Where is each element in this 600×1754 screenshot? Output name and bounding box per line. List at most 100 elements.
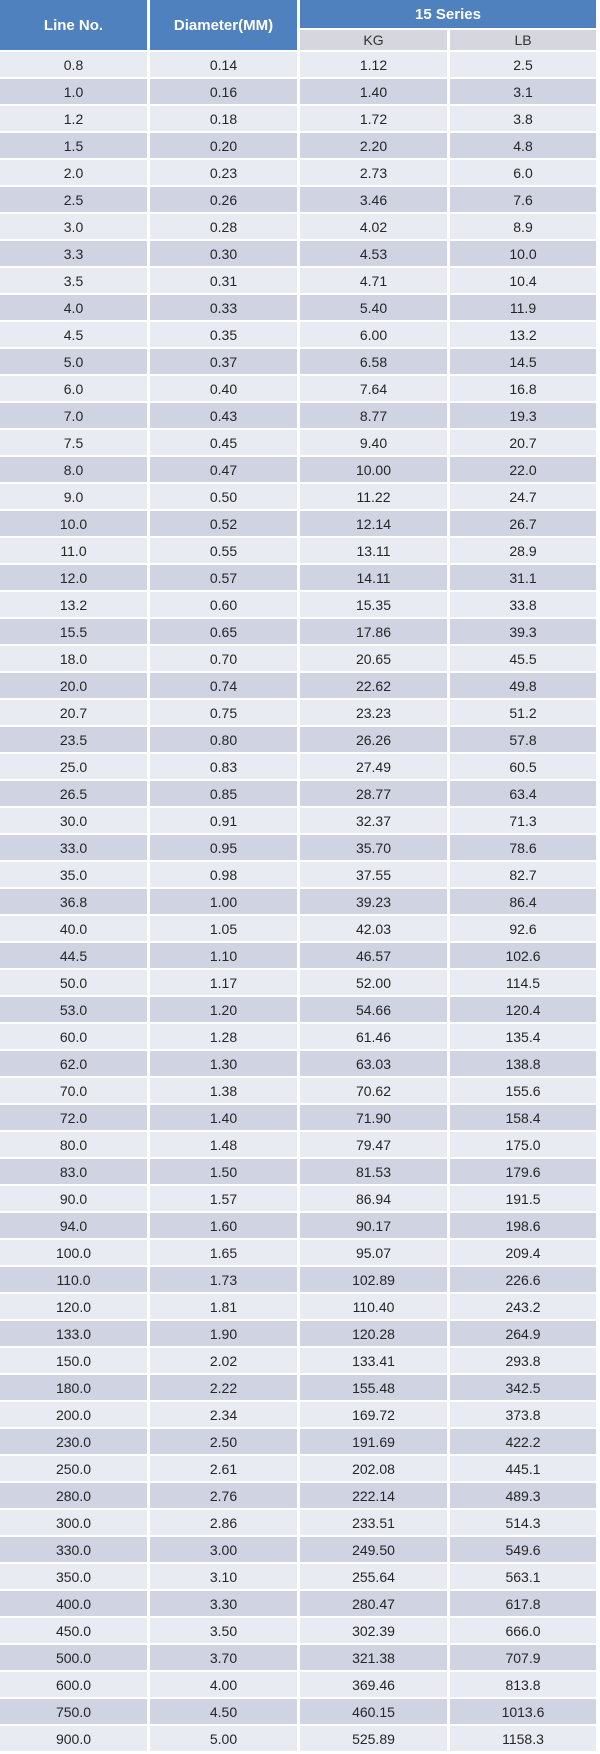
cell-line-no: 26.5 — [0, 781, 147, 806]
table-row: 100.0 1.65 95.07 209.4 — [0, 1240, 596, 1265]
table-row: 83.0 1.50 81.53 179.6 — [0, 1159, 596, 1184]
table-row: 44.5 1.10 46.57 102.6 — [0, 943, 596, 968]
cell-lb: 39.3 — [450, 619, 596, 644]
cell-kg: 63.03 — [300, 1051, 447, 1076]
cell-kg: 32.37 — [300, 808, 447, 833]
cell-line-no: 36.8 — [0, 889, 147, 914]
cell-lb: 707.9 — [450, 1645, 596, 1670]
cell-line-no: 330.0 — [0, 1537, 147, 1562]
cell-diameter: 1.60 — [150, 1213, 297, 1238]
table-row: 13.2 0.60 15.35 33.8 — [0, 592, 596, 617]
table-row: 0.8 0.14 1.12 2.5 — [0, 52, 596, 77]
cell-line-no: 44.5 — [0, 943, 147, 968]
cell-diameter: 0.75 — [150, 700, 297, 725]
cell-line-no: 62.0 — [0, 1051, 147, 1076]
cell-line-no: 18.0 — [0, 646, 147, 671]
table-row: 500.0 3.70 321.38 707.9 — [0, 1645, 596, 1670]
cell-lb: 198.6 — [450, 1213, 596, 1238]
header-diameter: Diameter(MM) — [150, 0, 297, 50]
cell-line-no: 230.0 — [0, 1429, 147, 1454]
table-row: 70.0 1.38 70.62 155.6 — [0, 1078, 596, 1103]
table-row: 90.0 1.57 86.94 191.5 — [0, 1186, 596, 1211]
table-row: 72.0 1.40 71.90 158.4 — [0, 1105, 596, 1130]
cell-line-no: 400.0 — [0, 1591, 147, 1616]
cell-lb: 86.4 — [450, 889, 596, 914]
cell-line-no: 20.7 — [0, 700, 147, 725]
cell-kg: 102.89 — [300, 1267, 447, 1292]
cell-kg: 61.46 — [300, 1024, 447, 1049]
table-row: 94.0 1.60 90.17 198.6 — [0, 1213, 596, 1238]
cell-kg: 17.86 — [300, 619, 447, 644]
cell-kg: 4.71 — [300, 268, 447, 293]
cell-line-no: 900.0 — [0, 1726, 147, 1751]
cell-diameter: 5.00 — [150, 1726, 297, 1751]
cell-kg: 35.70 — [300, 835, 447, 860]
cell-diameter: 1.50 — [150, 1159, 297, 1184]
cell-line-no: 72.0 — [0, 1105, 147, 1130]
cell-diameter: 0.80 — [150, 727, 297, 752]
cell-lb: 226.6 — [450, 1267, 596, 1292]
header-15-series: 15 Series — [300, 0, 596, 28]
table-row: 330.0 3.00 249.50 549.6 — [0, 1537, 596, 1562]
cell-lb: 563.1 — [450, 1564, 596, 1589]
table-row: 8.0 0.47 10.00 22.0 — [0, 457, 596, 482]
cell-line-no: 133.0 — [0, 1321, 147, 1346]
cell-diameter: 1.05 — [150, 916, 297, 941]
table-row: 6.0 0.40 7.64 16.8 — [0, 376, 596, 401]
cell-lb: 489.3 — [450, 1483, 596, 1508]
cell-line-no: 94.0 — [0, 1213, 147, 1238]
cell-diameter: 0.18 — [150, 106, 297, 131]
cell-kg: 28.77 — [300, 781, 447, 806]
cell-kg: 79.47 — [300, 1132, 447, 1157]
table-row: 200.0 2.34 169.72 373.8 — [0, 1402, 596, 1427]
cell-kg: 110.40 — [300, 1294, 447, 1319]
table-row: 450.0 3.50 302.39 666.0 — [0, 1618, 596, 1643]
cell-lb: 514.3 — [450, 1510, 596, 1535]
cell-line-no: 25.0 — [0, 754, 147, 779]
table-header: Line No. Diameter(MM) 15 Series KG LB — [0, 0, 596, 50]
cell-diameter: 2.50 — [150, 1429, 297, 1454]
table-row: 1.5 0.20 2.20 4.8 — [0, 133, 596, 158]
cell-lb: 8.9 — [450, 214, 596, 239]
cell-lb: 155.6 — [450, 1078, 596, 1103]
cell-lb: 209.4 — [450, 1240, 596, 1265]
cell-line-no: 80.0 — [0, 1132, 147, 1157]
cell-diameter: 3.10 — [150, 1564, 297, 1589]
cell-diameter: 0.55 — [150, 538, 297, 563]
cell-line-no: 4.5 — [0, 322, 147, 347]
cell-diameter: 1.38 — [150, 1078, 297, 1103]
cell-lb: 2.5 — [450, 52, 596, 77]
cell-diameter: 1.81 — [150, 1294, 297, 1319]
cell-kg: 23.23 — [300, 700, 447, 725]
cell-lb: 135.4 — [450, 1024, 596, 1049]
cell-lb: 175.0 — [450, 1132, 596, 1157]
cell-kg: 2.20 — [300, 133, 447, 158]
table-row: 50.0 1.17 52.00 114.5 — [0, 970, 596, 995]
table-row: 40.0 1.05 42.03 92.6 — [0, 916, 596, 941]
cell-kg: 70.62 — [300, 1078, 447, 1103]
cell-diameter: 0.28 — [150, 214, 297, 239]
cell-kg: 95.07 — [300, 1240, 447, 1265]
cell-lb: 51.2 — [450, 700, 596, 725]
cell-line-no: 120.0 — [0, 1294, 147, 1319]
cell-lb: 342.5 — [450, 1375, 596, 1400]
table-row: 7.0 0.43 8.77 19.3 — [0, 403, 596, 428]
cell-diameter: 0.52 — [150, 511, 297, 536]
cell-lb: 63.4 — [450, 781, 596, 806]
table-row: 110.0 1.73 102.89 226.6 — [0, 1267, 596, 1292]
cell-diameter: 0.30 — [150, 241, 297, 266]
cell-lb: 11.9 — [450, 295, 596, 320]
table-row: 4.5 0.35 6.00 13.2 — [0, 322, 596, 347]
cell-line-no: 280.0 — [0, 1483, 147, 1508]
cell-lb: 10.0 — [450, 241, 596, 266]
cell-kg: 191.69 — [300, 1429, 447, 1454]
cell-lb: 549.6 — [450, 1537, 596, 1562]
cell-lb: 3.8 — [450, 106, 596, 131]
cell-lb: 49.8 — [450, 673, 596, 698]
table-row: 33.0 0.95 35.70 78.6 — [0, 835, 596, 860]
cell-diameter: 0.98 — [150, 862, 297, 887]
cell-line-no: 8.0 — [0, 457, 147, 482]
table-row: 35.0 0.98 37.55 82.7 — [0, 862, 596, 887]
cell-lb: 617.8 — [450, 1591, 596, 1616]
